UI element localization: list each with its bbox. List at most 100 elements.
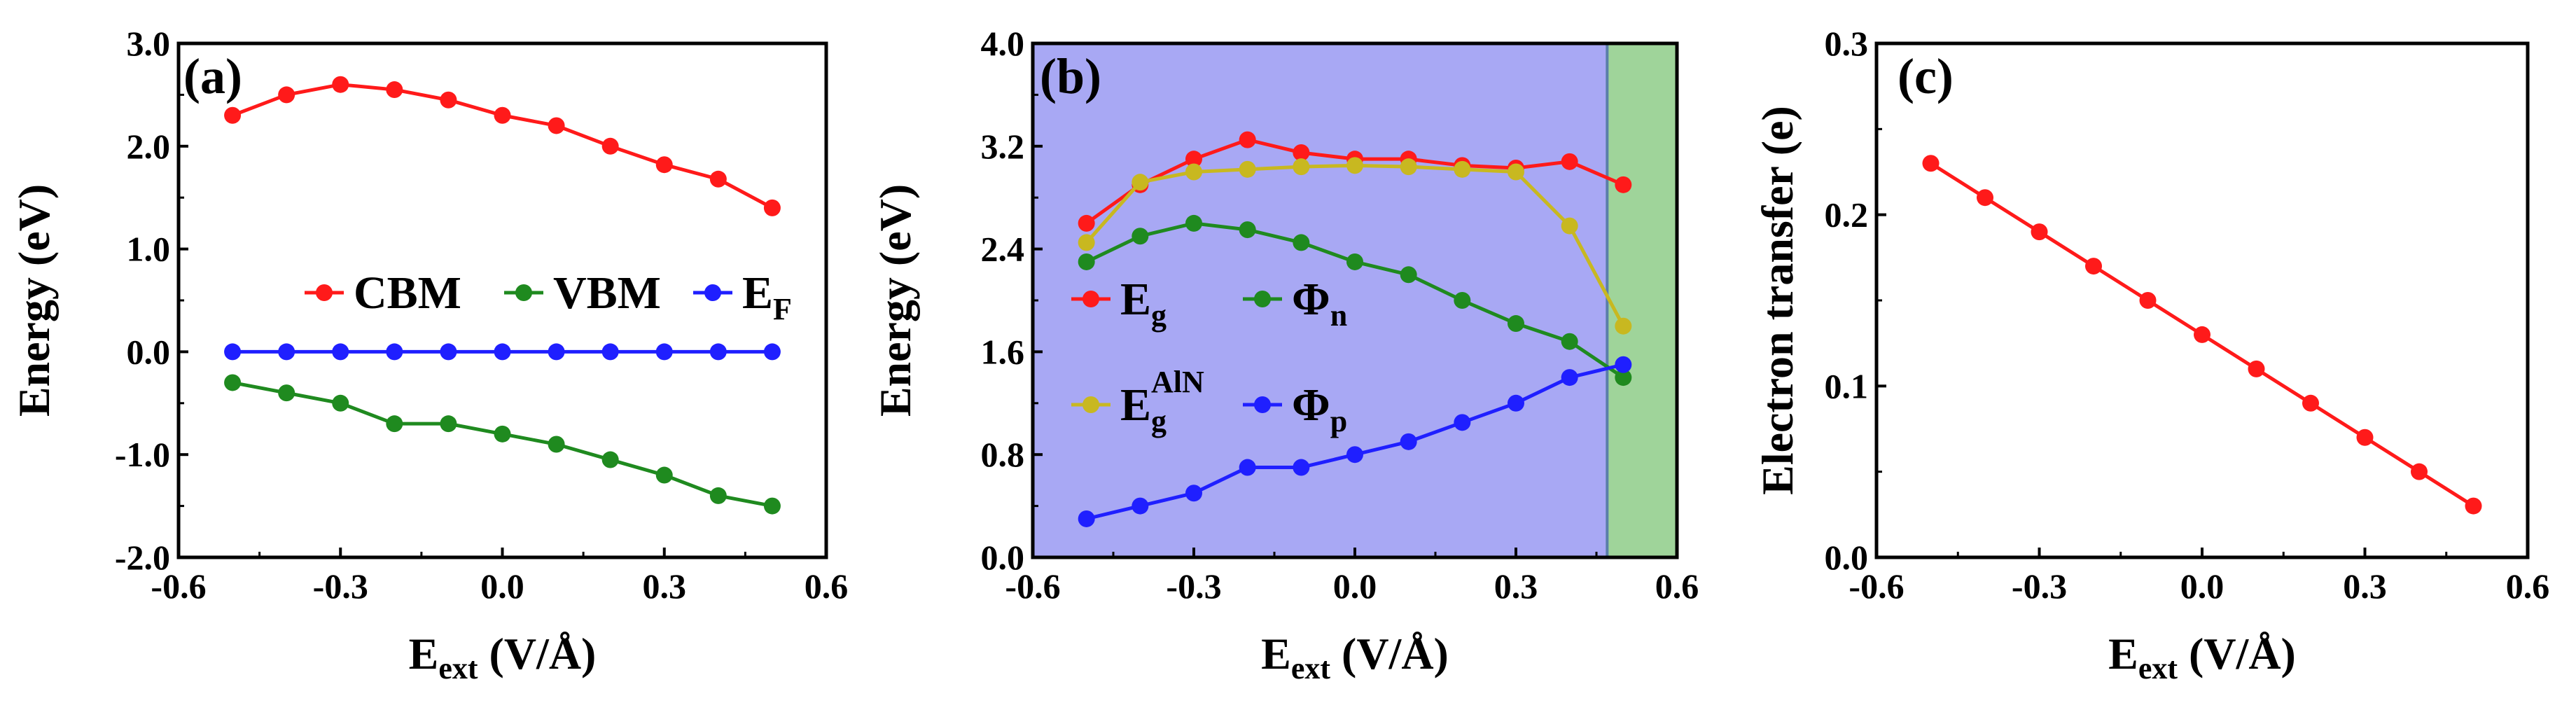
y-tick-label: 0.0: [981, 538, 1025, 577]
data-point: [1561, 333, 1578, 350]
legend-label: CBM: [354, 267, 461, 319]
plot-frame: [1031, 41, 1679, 559]
y-tick-label: -2.0: [115, 538, 170, 577]
legend-label: Eg: [1120, 274, 1167, 333]
data-point: [1132, 497, 1149, 515]
data-point: [1185, 485, 1202, 502]
data-point: [1293, 144, 1310, 161]
data-point: [1561, 217, 1578, 235]
data-point: [494, 425, 511, 443]
data-point: [601, 137, 619, 155]
data-point: [1132, 174, 1149, 191]
data-point: [2356, 429, 2374, 446]
data-point: [601, 451, 619, 468]
data-point: [763, 343, 781, 361]
data-point: [1922, 155, 1940, 172]
y-tick-label: 2.4: [981, 230, 1025, 269]
data-point: [1239, 459, 1256, 476]
data-point: [1132, 228, 1149, 245]
data-point: [2411, 463, 2428, 480]
y-axis-label: Energy (eV): [9, 184, 59, 417]
data-point: [278, 86, 295, 104]
x-tick-label: 0.0: [1333, 566, 1377, 606]
data-point: [1977, 189, 1993, 207]
data-point: [332, 76, 349, 93]
data-point: [1293, 158, 1310, 176]
y-tick-label: 3.2: [981, 127, 1025, 166]
data-point: [1561, 153, 1578, 170]
y-tick-label: 0.0: [127, 332, 171, 371]
y-tick-label: 0.0: [1825, 538, 1869, 577]
x-tick-label: 0.3: [643, 566, 687, 606]
x-tick-label: -0.3: [2012, 566, 2067, 606]
data-point: [278, 343, 295, 361]
data-point: [548, 117, 565, 134]
legend-marker: [316, 284, 333, 301]
y-tick-label: 3.0: [127, 24, 171, 63]
y-tick-label: 1.6: [981, 332, 1025, 371]
data-point: [1078, 253, 1095, 270]
data-point: [278, 384, 295, 402]
data-point: [2248, 360, 2265, 377]
data-point: [1293, 459, 1310, 476]
legend-label: EF: [742, 267, 792, 326]
data-point: [1185, 151, 1202, 168]
data-point: [224, 374, 242, 391]
x-axis-label: Eext (V/Å): [2108, 629, 2296, 685]
x-tick-label: -0.6: [151, 566, 206, 606]
data-point: [1239, 160, 1256, 178]
data-point: [548, 343, 565, 361]
x-tick-label: -0.6: [1849, 566, 1904, 606]
data-point: [386, 415, 403, 433]
y-axis-label: Energy (eV): [870, 184, 920, 417]
data-point: [332, 343, 349, 361]
data-point: [1508, 163, 1524, 181]
data-point: [709, 170, 727, 188]
data-point: [763, 199, 781, 216]
y-tick-label: 0.3: [1825, 24, 1869, 63]
x-tick-label: 0.0: [2180, 566, 2225, 606]
data-point: [494, 343, 511, 361]
data-point: [2031, 223, 2048, 241]
data-point: [709, 343, 727, 361]
data-point: [655, 343, 673, 361]
x-tick-label: 0.3: [2343, 566, 2387, 606]
legend-label: VBM: [553, 267, 661, 319]
data-point: [1454, 292, 1471, 309]
data-point: [1185, 163, 1202, 181]
data-point: [1346, 157, 1363, 174]
chart-panel-c: -0.6 -0.3 0.0 0.3 0.6 0.0 0.1 0.2 0.3 (c) Eext (V/…: [1753, 24, 2549, 685]
data-point: [224, 106, 242, 124]
data-point: [1346, 446, 1363, 464]
data-point: [440, 415, 457, 433]
data-point: [386, 343, 403, 361]
legend-marker: [515, 284, 532, 301]
data-point: [601, 343, 619, 361]
legend-label: EgAlN: [1120, 365, 1204, 438]
data-point: [1615, 369, 1632, 387]
data-point: [2085, 258, 2102, 275]
y-axis-label: Electron transfer (e): [1753, 106, 1802, 495]
shaded-region: [1607, 43, 1677, 557]
data-point: [2194, 326, 2211, 343]
data-point: [440, 91, 457, 109]
chart-panel-b: -0.6 -0.3 0.0 0.3 0.6 0.0 0.8 1.6 2.4 3.2 4.0 (b) Ee…: [870, 24, 1699, 685]
legend: CBM VBM EF: [305, 267, 792, 326]
data-point: [548, 436, 565, 453]
y-tick-label: -1.0: [115, 435, 170, 474]
legend-label: Φn: [1292, 274, 1347, 333]
data-point: [440, 343, 457, 361]
data-point: [709, 487, 727, 504]
data-point: [1454, 160, 1471, 178]
data-point: [1508, 394, 1524, 412]
legend-marker: [1254, 396, 1271, 413]
data-point: [224, 343, 242, 361]
x-tick-label: 0.6: [2506, 566, 2550, 606]
y-tick-label: 0.8: [981, 435, 1025, 474]
data-point: [655, 466, 673, 484]
x-tick-label: -0.3: [313, 566, 368, 606]
data-point: [1400, 158, 1417, 176]
data-point: [1239, 131, 1256, 148]
data-point: [1239, 221, 1256, 239]
